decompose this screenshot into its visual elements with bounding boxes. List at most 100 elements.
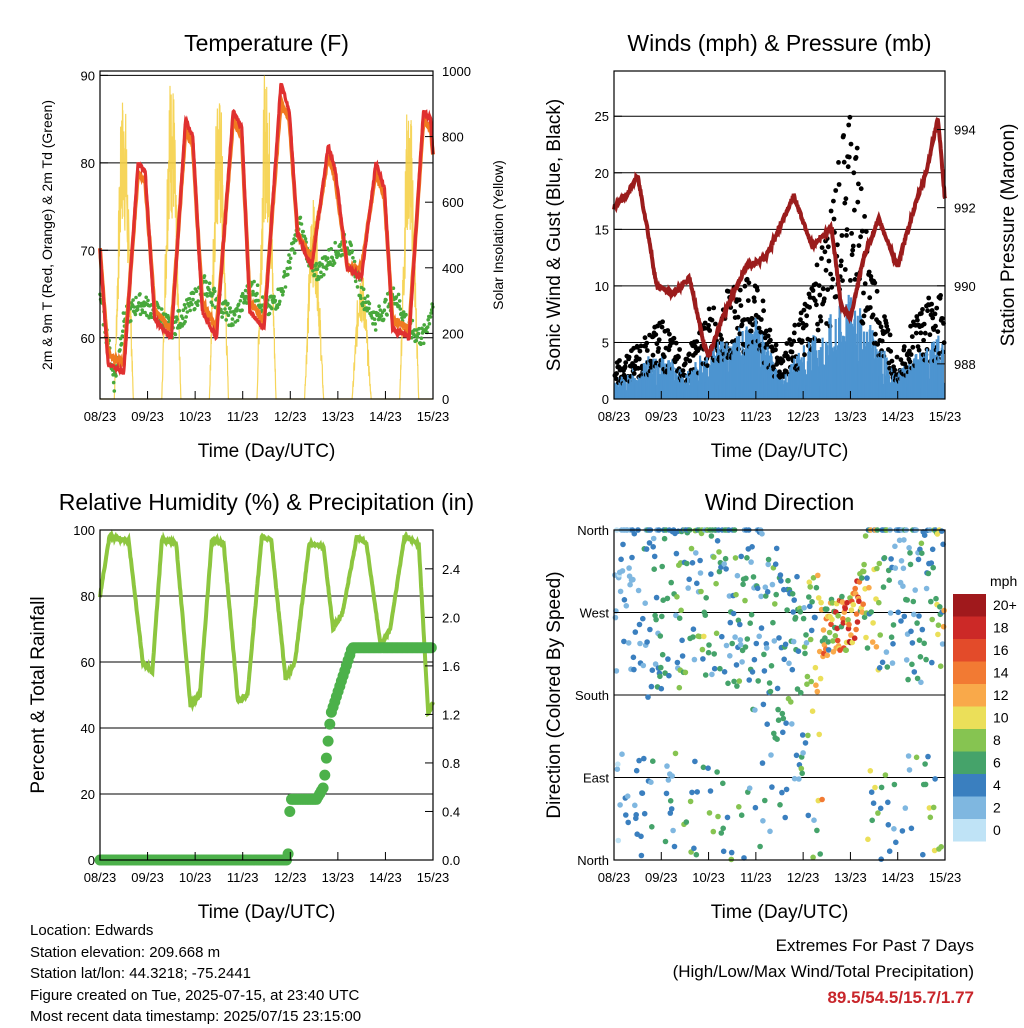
gust-point (882, 314, 887, 319)
direction-point (816, 731, 822, 738)
dewpoint-point (204, 280, 208, 284)
direction-point (773, 591, 779, 598)
colorbar-label: 14 (993, 665, 1009, 681)
gust-point (694, 339, 700, 344)
winds-ytick-label: 15 (595, 222, 609, 237)
gust-point (812, 298, 818, 303)
direction-point (633, 812, 639, 818)
direction-point (629, 554, 635, 561)
direction-point (771, 730, 777, 737)
humidity-ytick-label: 60 (81, 655, 95, 670)
dewpoint-point (365, 294, 370, 298)
direction-point (664, 763, 670, 769)
gust-point (846, 154, 852, 160)
colorbar-swatch (953, 774, 986, 797)
humidity-ytick-label: 40 (81, 721, 95, 736)
winds-title: Winds (mph) & Pressure (mb) (627, 30, 931, 56)
humidity-ytick-right-label: 1.2 (442, 707, 460, 722)
direction-point (676, 684, 683, 691)
direction-point (802, 740, 809, 746)
gust-point (677, 347, 682, 352)
direction-point (720, 848, 727, 855)
gust-point (749, 316, 755, 321)
dewpoint-point (191, 297, 195, 302)
direction-point (763, 593, 769, 599)
winds-xtick-label: 13/23 (834, 409, 867, 424)
gust-point (742, 283, 748, 289)
direction-point (734, 683, 740, 689)
gust-point (718, 332, 723, 338)
dewpoint-point (231, 323, 235, 327)
winds-ytick-label: 20 (595, 166, 609, 181)
direction-point (778, 578, 784, 584)
direction-point (867, 768, 874, 774)
direction-point (808, 678, 814, 685)
direction-point (804, 681, 810, 687)
colorbar-swatch (953, 819, 986, 842)
direction-point (807, 603, 813, 610)
direction-point (830, 638, 836, 644)
gust-point (752, 298, 757, 304)
temperature-ylabel: 2m & 9m T (Red, Orange) & 2m Td (Green) (39, 100, 55, 370)
direction-point (648, 683, 655, 690)
temperature-frame (99, 70, 434, 400)
gust-point (801, 307, 807, 313)
direction-point (759, 531, 765, 537)
direction-point (764, 721, 770, 727)
temperature-xtick-label: 08/23 (84, 409, 117, 424)
direction-point (807, 636, 814, 643)
direction-point (890, 641, 896, 647)
gust-point (791, 330, 797, 336)
gust-point (783, 369, 789, 374)
direction-point (700, 764, 707, 771)
dewpoint-point (181, 308, 186, 313)
colorbar-label: 8 (993, 732, 1001, 748)
gust-point (814, 302, 819, 308)
gust-point (856, 181, 861, 187)
direction-point (765, 561, 771, 568)
direction-point (653, 616, 659, 623)
direction-point (676, 615, 683, 621)
direction-point (733, 591, 739, 598)
dewpoint-point (228, 306, 232, 310)
direction-point (853, 611, 860, 617)
direction-point (749, 669, 756, 675)
direction-point (803, 640, 810, 646)
direction-point (764, 589, 771, 595)
direction-point (716, 549, 722, 555)
direction-point (723, 566, 729, 572)
direction-point (911, 611, 917, 618)
direction-point (799, 732, 806, 738)
wind_direction-xlabel: Time (Day/UTC) (711, 902, 849, 923)
direction-point (664, 595, 671, 602)
gust-point (702, 320, 708, 326)
winds-ytick-right-label: 988 (954, 357, 976, 372)
temperature-title: Temperature (F) (184, 30, 349, 56)
gust-point (845, 164, 851, 170)
direction-point (905, 753, 912, 759)
dewpoint-point (363, 296, 367, 301)
dewpoint-point (129, 319, 133, 323)
direction-point (636, 621, 643, 628)
direction-point (886, 848, 893, 854)
gust-point (862, 281, 868, 287)
direction-point (840, 620, 847, 626)
direction-point (697, 557, 703, 564)
dewpoint-point (238, 299, 243, 303)
temperature-ytick-right-label: 600 (442, 195, 464, 210)
gust-point (739, 322, 745, 328)
humidity-xlabel: Time (Day/UTC) (198, 902, 336, 923)
direction-point (825, 639, 831, 645)
direction-point (783, 720, 789, 726)
winds-xlabel: Time (Day/UTC) (711, 441, 849, 462)
winds-xtick-label: 12/23 (787, 409, 820, 424)
gust-point (873, 331, 878, 337)
dewpoint-point (177, 308, 182, 313)
direction-point (758, 593, 764, 600)
direction-point (844, 599, 850, 606)
dewpoint-point (220, 315, 224, 319)
gust-point (833, 188, 839, 193)
direction-point (707, 788, 714, 794)
direction-point (708, 571, 714, 577)
dewpoint-point (419, 336, 424, 341)
